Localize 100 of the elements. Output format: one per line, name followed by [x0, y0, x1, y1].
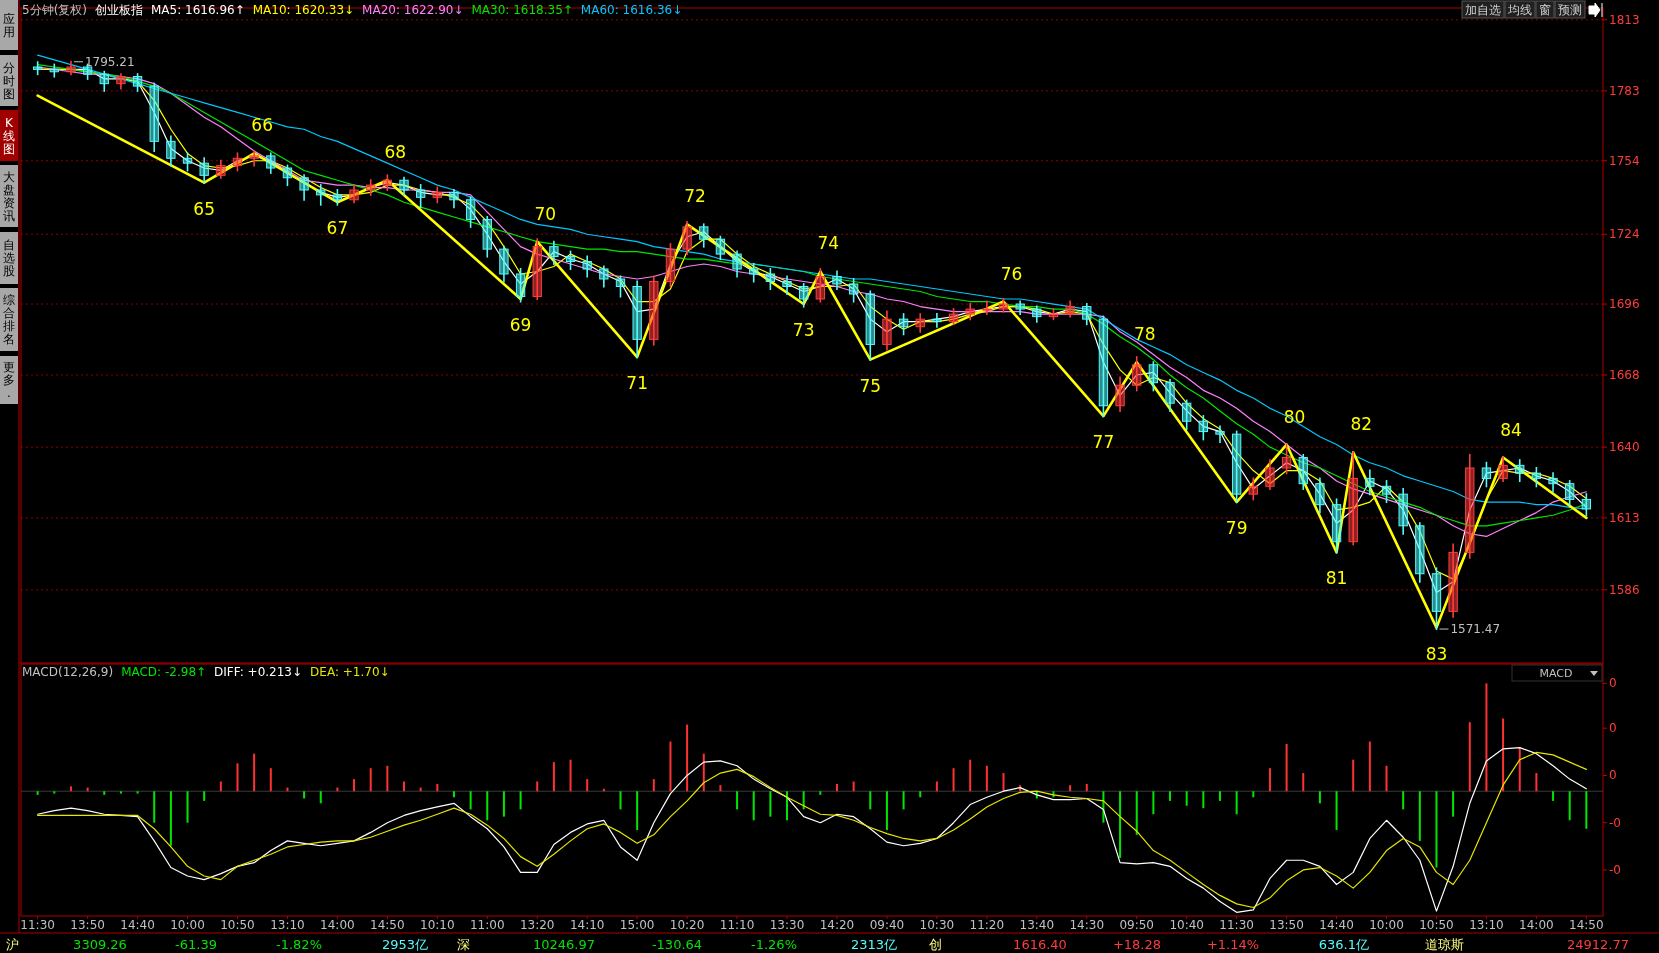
bar: [53, 791, 56, 794]
x-tick-label: 14:40: [120, 918, 155, 932]
bar: [752, 791, 755, 821]
bar: [835, 783, 838, 792]
x-tick-label: 14:40: [1319, 918, 1354, 932]
bar: [586, 779, 589, 792]
y-tick-label: 1724: [1609, 227, 1640, 242]
bar: [1368, 741, 1371, 792]
x-tick-label: 10:30: [919, 918, 955, 932]
bar: [469, 791, 472, 810]
x-tick-label: 14:50: [1569, 918, 1604, 932]
bar: [169, 791, 172, 846]
bar: [636, 791, 639, 830]
text: -130.64: [651, 936, 703, 952]
bar: [236, 763, 239, 792]
x-tick-label: 11:30: [1219, 918, 1254, 932]
bar: [1252, 791, 1255, 798]
x-tick-label: 13:20: [519, 918, 555, 932]
text: 深: [457, 936, 470, 952]
annotation: 84: [1500, 419, 1522, 440]
annotation: 1571.47: [1450, 622, 1501, 637]
y-tick-label: 1783: [1609, 83, 1640, 98]
x-tick-label: 14:10: [569, 918, 605, 932]
bar: [1085, 783, 1088, 792]
annotation: 1795.21: [84, 54, 135, 69]
bar: [1502, 718, 1505, 792]
bar: [186, 791, 189, 823]
x-tick-label: 13:10: [270, 918, 305, 932]
annotation: 加自选: [1465, 3, 1501, 17]
bar: [1352, 759, 1355, 792]
text: +1.14%: [1206, 936, 1260, 952]
bar: [452, 791, 455, 798]
x-tick-label: 14:00: [320, 918, 355, 932]
control-button: 预测: [1554, 0, 1586, 19]
x-tick-label: 09:50: [1119, 918, 1155, 932]
control-tab: K线图: [0, 110, 18, 161]
bar: [69, 786, 72, 792]
bar: [702, 753, 705, 792]
x-tick-label: 13:50: [1269, 918, 1304, 932]
text: 道琼斯: [1425, 936, 1464, 952]
bar: [1435, 791, 1438, 868]
x-tick-label: 11:30: [20, 918, 55, 932]
annotation: 窗: [1539, 3, 1551, 17]
annotation: 74: [817, 233, 840, 254]
bar: [1518, 747, 1521, 792]
bar: [1385, 765, 1388, 792]
bar: [769, 791, 772, 817]
control-indicator: MACD: [1511, 664, 1603, 682]
text: 0: [1609, 768, 1617, 783]
x-tick-label: 09:40: [869, 918, 905, 932]
x-tick-label: 13:50: [70, 918, 105, 932]
bar: [669, 741, 672, 792]
bar: [552, 762, 555, 792]
bar: [852, 781, 855, 792]
bar: [1335, 791, 1338, 830]
control-tab: 大盘资讯: [0, 165, 18, 227]
text: MA10: 1620.33↓: [252, 3, 355, 17]
x-tick-label: 10:40: [1169, 918, 1204, 932]
chart-subtitle: 创业板指: [95, 3, 143, 17]
bar: [253, 753, 256, 792]
bar: [1185, 791, 1188, 806]
annotation: 67: [326, 218, 349, 239]
bar: [1069, 785, 1072, 792]
x-tick-label: 13:40: [1019, 918, 1055, 932]
bar: [1285, 743, 1288, 792]
bar: [935, 781, 938, 792]
text: 2313亿: [850, 936, 897, 952]
control-tab: 分时图: [0, 55, 18, 106]
annotation: 预测: [1558, 3, 1582, 17]
bar: [153, 791, 156, 823]
text: 沪: [6, 936, 19, 952]
bar: [486, 791, 489, 821]
annotation: 76: [1000, 263, 1023, 284]
control-tab: 更多.: [0, 356, 18, 404]
bar: [819, 791, 822, 795]
x-tick-label: 10:00: [1369, 918, 1404, 932]
annotation: 81: [1325, 568, 1348, 589]
bar: [369, 768, 372, 792]
text: MA5: 1616.96↑: [151, 3, 245, 17]
bar: [1452, 791, 1455, 817]
annotation: 69: [509, 315, 532, 336]
bar: [869, 791, 872, 810]
bar: [1468, 722, 1471, 792]
bar: [436, 783, 439, 792]
bar: [319, 791, 322, 804]
bar: [353, 779, 356, 792]
bar: [902, 791, 905, 810]
bar: [269, 768, 272, 792]
x-tick-label: 11:20: [969, 918, 1005, 932]
text: 0: [1609, 676, 1617, 691]
bar: [1135, 791, 1138, 835]
bar: [1418, 791, 1421, 841]
control-button: 窗: [1535, 0, 1555, 19]
text: 0: [1609, 721, 1617, 736]
annotation: 均线: [1507, 3, 1532, 17]
bar: [919, 791, 922, 798]
bar: [536, 781, 539, 792]
x-tick-label: 15:00: [619, 918, 655, 932]
x-tick-label: 11:00: [469, 918, 505, 932]
x-tick-label: 10:50: [1419, 918, 1454, 932]
